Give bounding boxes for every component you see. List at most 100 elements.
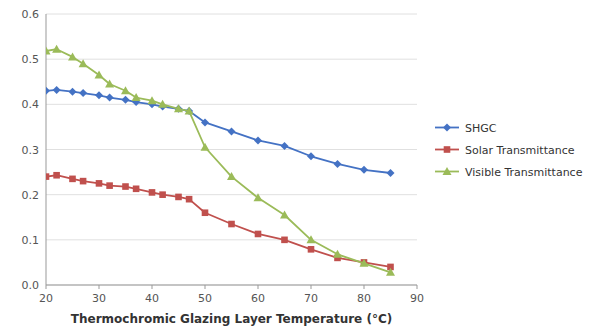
y-tick-label: 0.6 [22, 8, 40, 21]
point [386, 268, 395, 276]
x-tick-label: 20 [39, 292, 53, 305]
chart: 0.0 0.1 0.2 0.3 0.4 0.5 0.6 20 30 40 50 60 70 80 90 The… [0, 0, 597, 333]
point [69, 176, 76, 183]
point [175, 194, 182, 201]
point [174, 104, 183, 112]
point [360, 166, 368, 174]
x-tick [205, 285, 206, 289]
x-tick-label: 60 [251, 292, 265, 305]
point [68, 52, 77, 60]
point [307, 235, 316, 243]
point [122, 96, 130, 104]
point [254, 136, 262, 144]
point [281, 237, 288, 244]
point [106, 94, 114, 102]
point [149, 189, 156, 196]
axes: 0.0 0.1 0.2 0.3 0.4 0.5 0.6 20 30 40 50 60 70 80 90 [22, 8, 425, 305]
y-tick-label: 0.1 [22, 234, 40, 247]
x-tick [258, 285, 259, 289]
point [280, 210, 289, 218]
point [255, 231, 262, 238]
grid-line [46, 59, 417, 60]
point [132, 93, 141, 101]
point [95, 91, 103, 99]
y-tick-label: 0.4 [22, 98, 40, 111]
series [46, 45, 395, 276]
point [80, 178, 87, 185]
point [148, 96, 157, 104]
y-tick-label: 0.3 [22, 144, 40, 157]
legend: SHGC Solar Transmittance Visible Transmitt… [435, 122, 583, 179]
point [95, 70, 104, 78]
point [106, 182, 113, 189]
x-tick [417, 285, 418, 289]
point [96, 180, 103, 187]
legend-item: Visible Transmittance [435, 166, 583, 179]
point [201, 143, 210, 151]
point [186, 196, 193, 203]
point [387, 169, 395, 177]
grid-line [46, 194, 417, 195]
page: {"chart_data": {"type": "line", "xlabel"… [0, 0, 597, 333]
x-axis-line [46, 285, 417, 286]
x-tick [46, 285, 47, 289]
grid-line [46, 285, 417, 286]
point [69, 88, 77, 96]
point [79, 59, 88, 67]
y-tick-label: 0.5 [22, 53, 40, 66]
point [79, 89, 87, 97]
grid [46, 14, 417, 285]
x-tick-label: 50 [198, 292, 212, 305]
point [53, 86, 61, 94]
point [360, 259, 369, 267]
x-tick [99, 285, 100, 289]
point [53, 172, 60, 179]
x-tick-label: 80 [357, 292, 371, 305]
x-tick [311, 285, 312, 289]
x-tick-label: 90 [410, 292, 424, 305]
point [121, 86, 130, 94]
legend-label: Visible Transmittance [465, 166, 583, 179]
series-line [46, 49, 391, 272]
point [334, 160, 342, 168]
point [159, 191, 166, 198]
grid-line [46, 14, 417, 15]
x-axis-label: Thermochromic Glazing Layer Temperature … [71, 312, 392, 326]
point [185, 107, 194, 115]
x-tick [152, 285, 153, 289]
series-line [46, 90, 391, 173]
x-tick-label: 70 [304, 292, 318, 305]
point [46, 87, 50, 95]
point [333, 250, 342, 258]
point [228, 221, 235, 228]
point [201, 118, 209, 126]
point [308, 246, 315, 253]
grid-line [46, 239, 417, 240]
point [281, 142, 289, 150]
y-axis-line [46, 14, 47, 285]
point [228, 127, 236, 135]
point [122, 183, 129, 190]
point [105, 80, 114, 88]
series-line [46, 175, 391, 267]
legend-swatch-marker [443, 124, 451, 132]
legend-swatch-marker [444, 146, 451, 153]
plot-data [46, 45, 395, 276]
y-tick-label: 0.2 [22, 189, 40, 202]
legend-item: Solar Transmittance [435, 144, 575, 157]
x-tick-label: 30 [92, 292, 106, 305]
point [46, 173, 49, 180]
grid-line [46, 104, 417, 105]
point [254, 193, 263, 201]
x-tick [364, 285, 365, 289]
point [202, 209, 209, 216]
point [307, 152, 315, 160]
point [158, 100, 167, 108]
grid-line [46, 149, 417, 150]
legend-label: SHGC [465, 122, 497, 135]
x-tick-label: 40 [145, 292, 159, 305]
point [52, 45, 61, 53]
y-tick-label: 0.0 [22, 279, 40, 292]
point [133, 185, 140, 192]
legend-swatch-marker [443, 167, 452, 175]
